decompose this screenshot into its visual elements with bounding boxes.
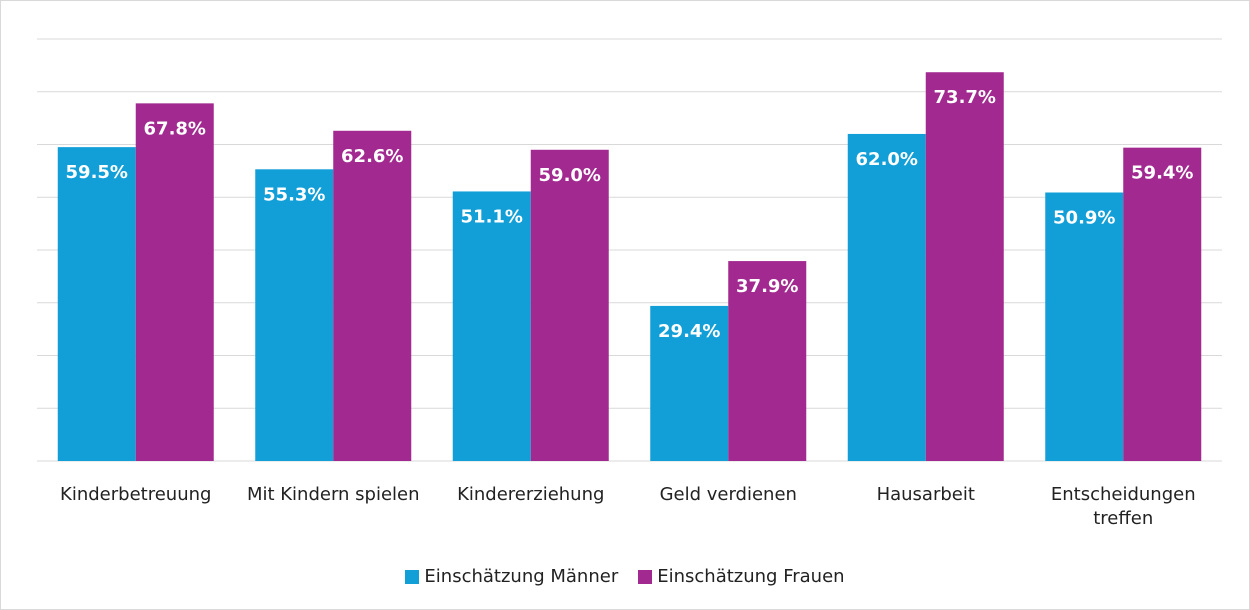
bar xyxy=(1123,147,1202,462)
x-tick-label: Mit Kindern spielen xyxy=(246,484,420,505)
data-label: 55.3% xyxy=(263,184,325,205)
legend: Einschätzung Männer Einschätzung Frauen xyxy=(0,566,1250,587)
data-label: 29.4% xyxy=(658,321,720,342)
x-tick-label: Kindererziehung xyxy=(457,484,605,505)
data-label: 67.8% xyxy=(144,118,206,139)
data-label: 59.5% xyxy=(66,162,128,183)
data-label: 62.0% xyxy=(856,149,918,170)
bar xyxy=(925,72,1004,462)
bar xyxy=(57,147,136,461)
legend-swatch xyxy=(405,569,420,584)
legend-label: Einschätzung Männer xyxy=(424,566,619,587)
bar xyxy=(650,305,729,461)
x-tick-label: Hausarbeit xyxy=(876,484,975,505)
data-label: 51.1% xyxy=(461,206,523,227)
data-label: 59.0% xyxy=(539,165,601,186)
data-label: 73.7% xyxy=(934,87,996,108)
bar xyxy=(530,149,609,461)
data-label: 50.9% xyxy=(1053,208,1115,229)
legend-item: Einschätzung Frauen xyxy=(638,566,845,587)
bar xyxy=(452,191,531,461)
data-label: 62.6% xyxy=(341,146,403,167)
bar xyxy=(255,169,334,462)
bar xyxy=(847,133,926,461)
bar xyxy=(1045,192,1124,461)
bar xyxy=(333,130,412,461)
bar xyxy=(728,261,807,461)
legend-item: Einschätzung Männer xyxy=(405,566,618,587)
x-tick-label: Kinderbetreuung xyxy=(60,484,212,505)
bar xyxy=(135,103,214,461)
legend-label: Einschätzung Frauen xyxy=(657,566,845,587)
legend-swatch xyxy=(638,569,653,584)
x-tick-label: Entscheidungen treffen xyxy=(1050,484,1196,529)
x-tick-label: Geld verdienen xyxy=(659,484,797,505)
data-label: 59.4% xyxy=(1131,163,1193,184)
data-label: 37.9% xyxy=(736,276,798,297)
